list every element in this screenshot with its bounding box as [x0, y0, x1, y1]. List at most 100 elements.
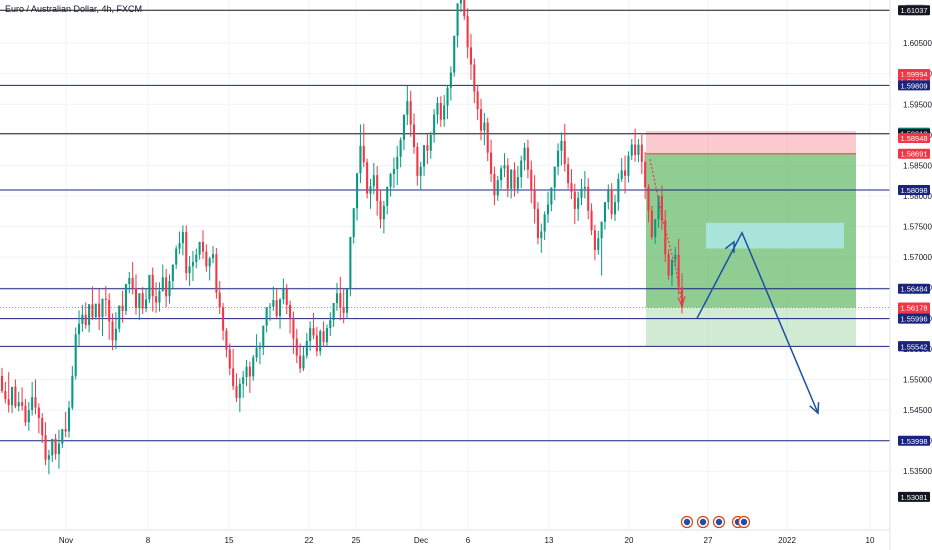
chart-title: Euro / Australian Dollar, 4h, FXCM: [5, 4, 142, 14]
candle-body: [18, 402, 20, 406]
candle-body: [215, 254, 217, 293]
candle-body: [242, 377, 244, 384]
candle-body: [483, 123, 485, 131]
x-tick-label: 22: [305, 536, 314, 545]
candle-body: [440, 103, 442, 120]
candle-body: [376, 175, 378, 201]
candle-body: [554, 167, 556, 188]
candle-body: [135, 288, 137, 308]
candle-body: [128, 278, 130, 284]
candle-body: [312, 328, 314, 335]
candle-body: [225, 331, 227, 350]
candle-body: [661, 196, 663, 220]
candle-body: [557, 151, 559, 167]
candle-body: [500, 168, 502, 180]
candle-body: [487, 123, 489, 153]
candle-body: [34, 397, 36, 407]
y-tick-label: 1.54500: [903, 406, 932, 415]
candle-body: [547, 205, 549, 215]
price-label-text: 1.55542: [900, 342, 927, 351]
candle-body: [101, 299, 103, 317]
candle-body: [490, 153, 492, 174]
candle-body: [205, 252, 207, 267]
candle-body: [51, 439, 53, 456]
candle-body: [306, 341, 308, 356]
y-tick-label: 1.57500: [903, 223, 932, 232]
candle-body: [142, 293, 144, 308]
candle-body: [14, 387, 16, 407]
candle-body: [430, 135, 432, 151]
y-tick-label: 1.58500: [903, 161, 932, 170]
candle-body: [353, 208, 355, 237]
candle-body: [457, 3, 459, 35]
candle-body: [296, 339, 298, 356]
event-dot: [741, 519, 747, 525]
economic-event-icon[interactable]: [714, 517, 725, 528]
candle-body: [1, 376, 3, 391]
candle-body: [343, 307, 345, 313]
candle-body: [594, 230, 596, 250]
candle-body: [470, 47, 472, 64]
candle-body: [272, 300, 274, 307]
candle-body: [132, 278, 134, 288]
candle-body: [55, 439, 57, 454]
economic-event-icon[interactable]: [739, 517, 750, 528]
candle-body: [195, 255, 197, 262]
candle-body: [299, 356, 301, 369]
candle-body: [426, 145, 428, 151]
candle-body: [333, 303, 335, 320]
candle-body: [256, 348, 258, 358]
candle-body: [617, 179, 619, 202]
candle-body: [269, 307, 271, 308]
event-dot: [684, 519, 690, 525]
candle-body: [420, 167, 422, 176]
candle-body: [326, 328, 328, 342]
candle-body: [162, 277, 164, 290]
candle-body: [591, 211, 593, 231]
candle-body: [252, 357, 254, 376]
economic-event-icon[interactable]: [682, 517, 693, 528]
candle-body: [31, 397, 33, 410]
candle-body: [540, 231, 542, 238]
price-label-text: 1.56484: [900, 285, 927, 294]
candle-body: [480, 109, 482, 130]
x-tick-label: 27: [704, 536, 713, 545]
candle-body: [309, 328, 311, 341]
candle-body: [570, 183, 572, 192]
x-tick-label: Nov: [59, 536, 73, 545]
candle-body: [527, 148, 529, 170]
candle-body: [577, 198, 579, 209]
x-tick-label: 2022: [778, 536, 796, 545]
candle-body: [379, 201, 381, 219]
candle-body: [477, 91, 479, 109]
candle-body: [356, 173, 358, 208]
price-label-text: 1.58691: [900, 150, 927, 159]
candle-body: [292, 318, 294, 339]
candle-body: [664, 220, 666, 254]
x-tick-label: 10: [866, 536, 875, 545]
events-row[interactable]: [682, 517, 750, 528]
candle-body: [302, 356, 304, 369]
candle-body: [158, 291, 160, 303]
candle-body: [524, 148, 526, 161]
candle-body: [175, 249, 177, 265]
candle-body: [85, 315, 87, 325]
economic-event-icon[interactable]: [698, 517, 709, 528]
x-tick-label: 8: [146, 536, 151, 545]
candle-body: [393, 169, 395, 174]
candle-body: [678, 255, 680, 287]
candle-body: [202, 242, 204, 252]
candle-body: [38, 408, 40, 418]
candle-body: [222, 307, 224, 330]
candle-body: [155, 296, 157, 302]
candle-body: [65, 429, 67, 431]
candle-body: [41, 418, 43, 435]
x-tick-label: 20: [625, 536, 634, 545]
candle-body: [336, 293, 338, 303]
candle-body: [316, 335, 318, 351]
candle-body: [651, 211, 653, 237]
candle-body: [564, 141, 566, 164]
candle-body: [245, 367, 247, 377]
candle-body: [185, 232, 187, 273]
